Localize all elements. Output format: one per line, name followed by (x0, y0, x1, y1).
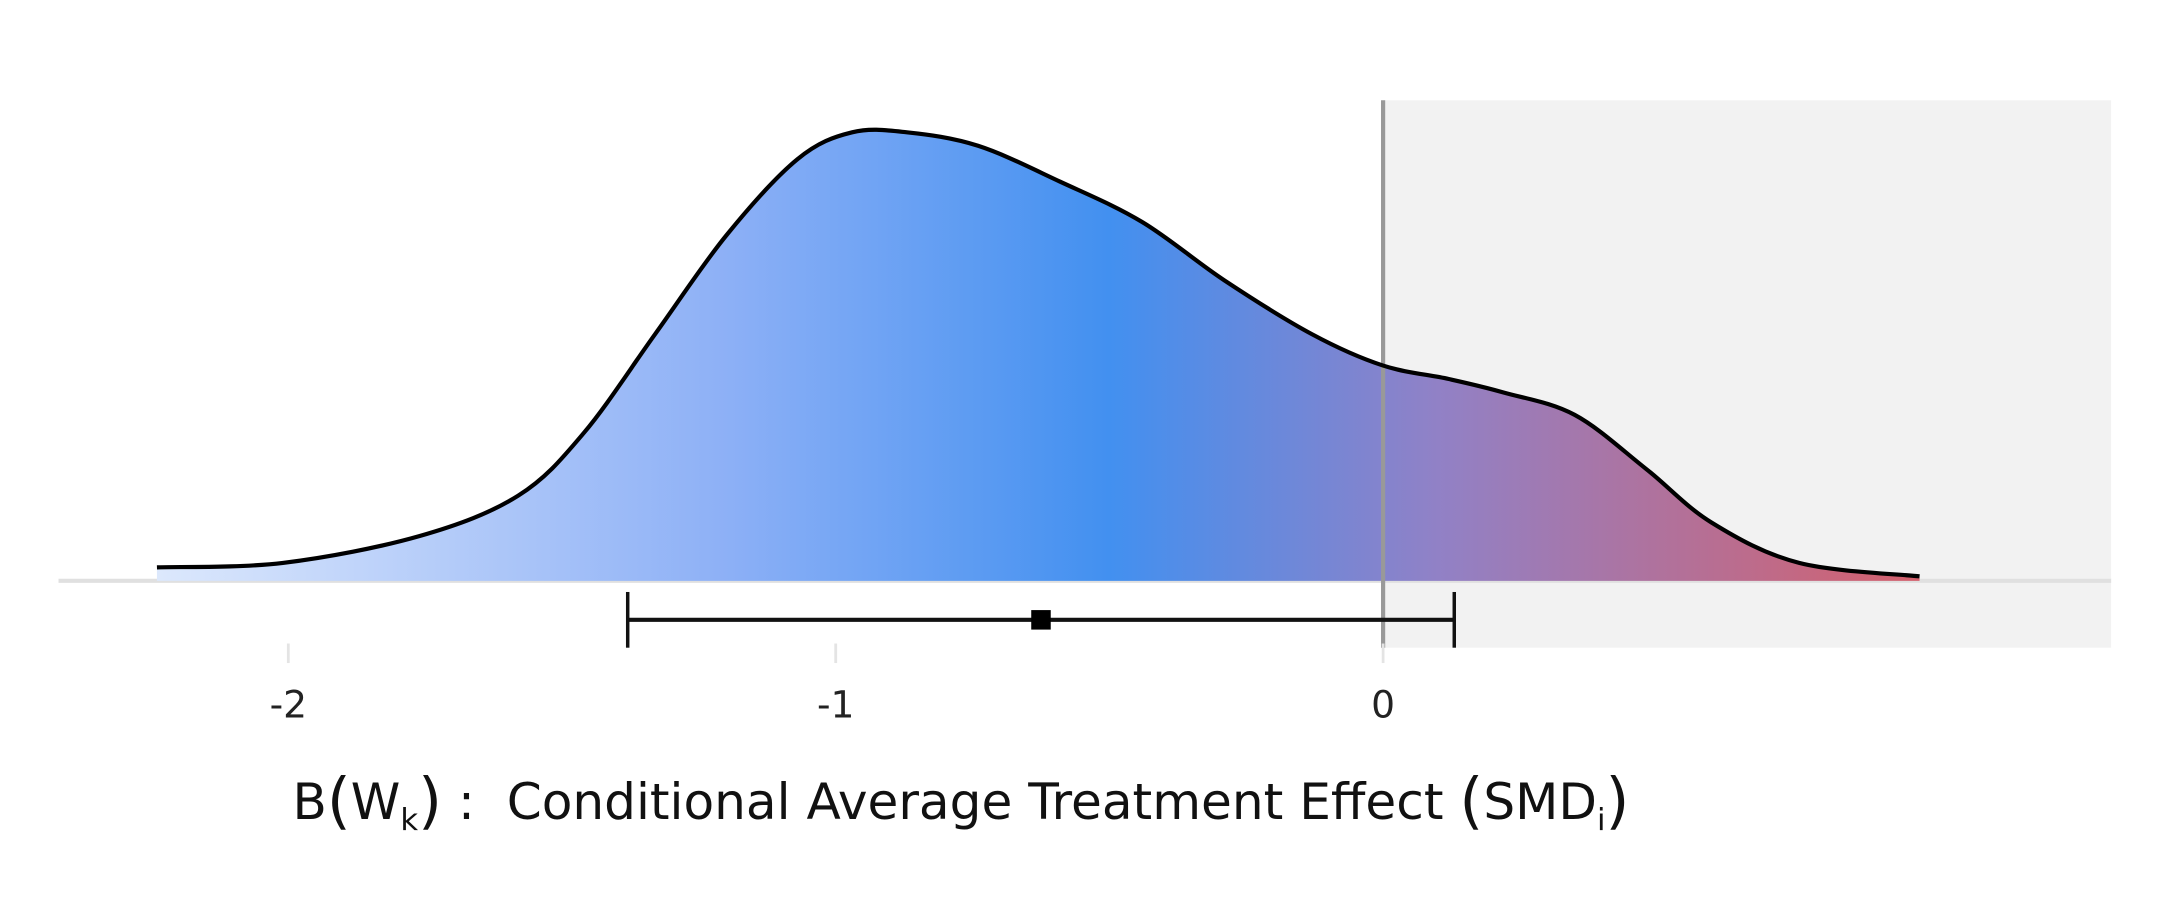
density-area (156, 129, 1920, 581)
x-tick-label: 0 (1371, 682, 1395, 726)
x-tick-labels: -2 -1 0 (270, 682, 1395, 726)
x-tick-label: -2 (270, 682, 307, 726)
x-axis-ticks (286, 643, 1385, 664)
density-curve (156, 127, 1920, 579)
point-estimate (1031, 610, 1051, 630)
interval-estimate (625, 591, 1457, 648)
x-axis-title: B(Wk) : Conditional Average Treatment Ef… (292, 766, 1629, 838)
x-tick-label: -1 (817, 682, 854, 726)
